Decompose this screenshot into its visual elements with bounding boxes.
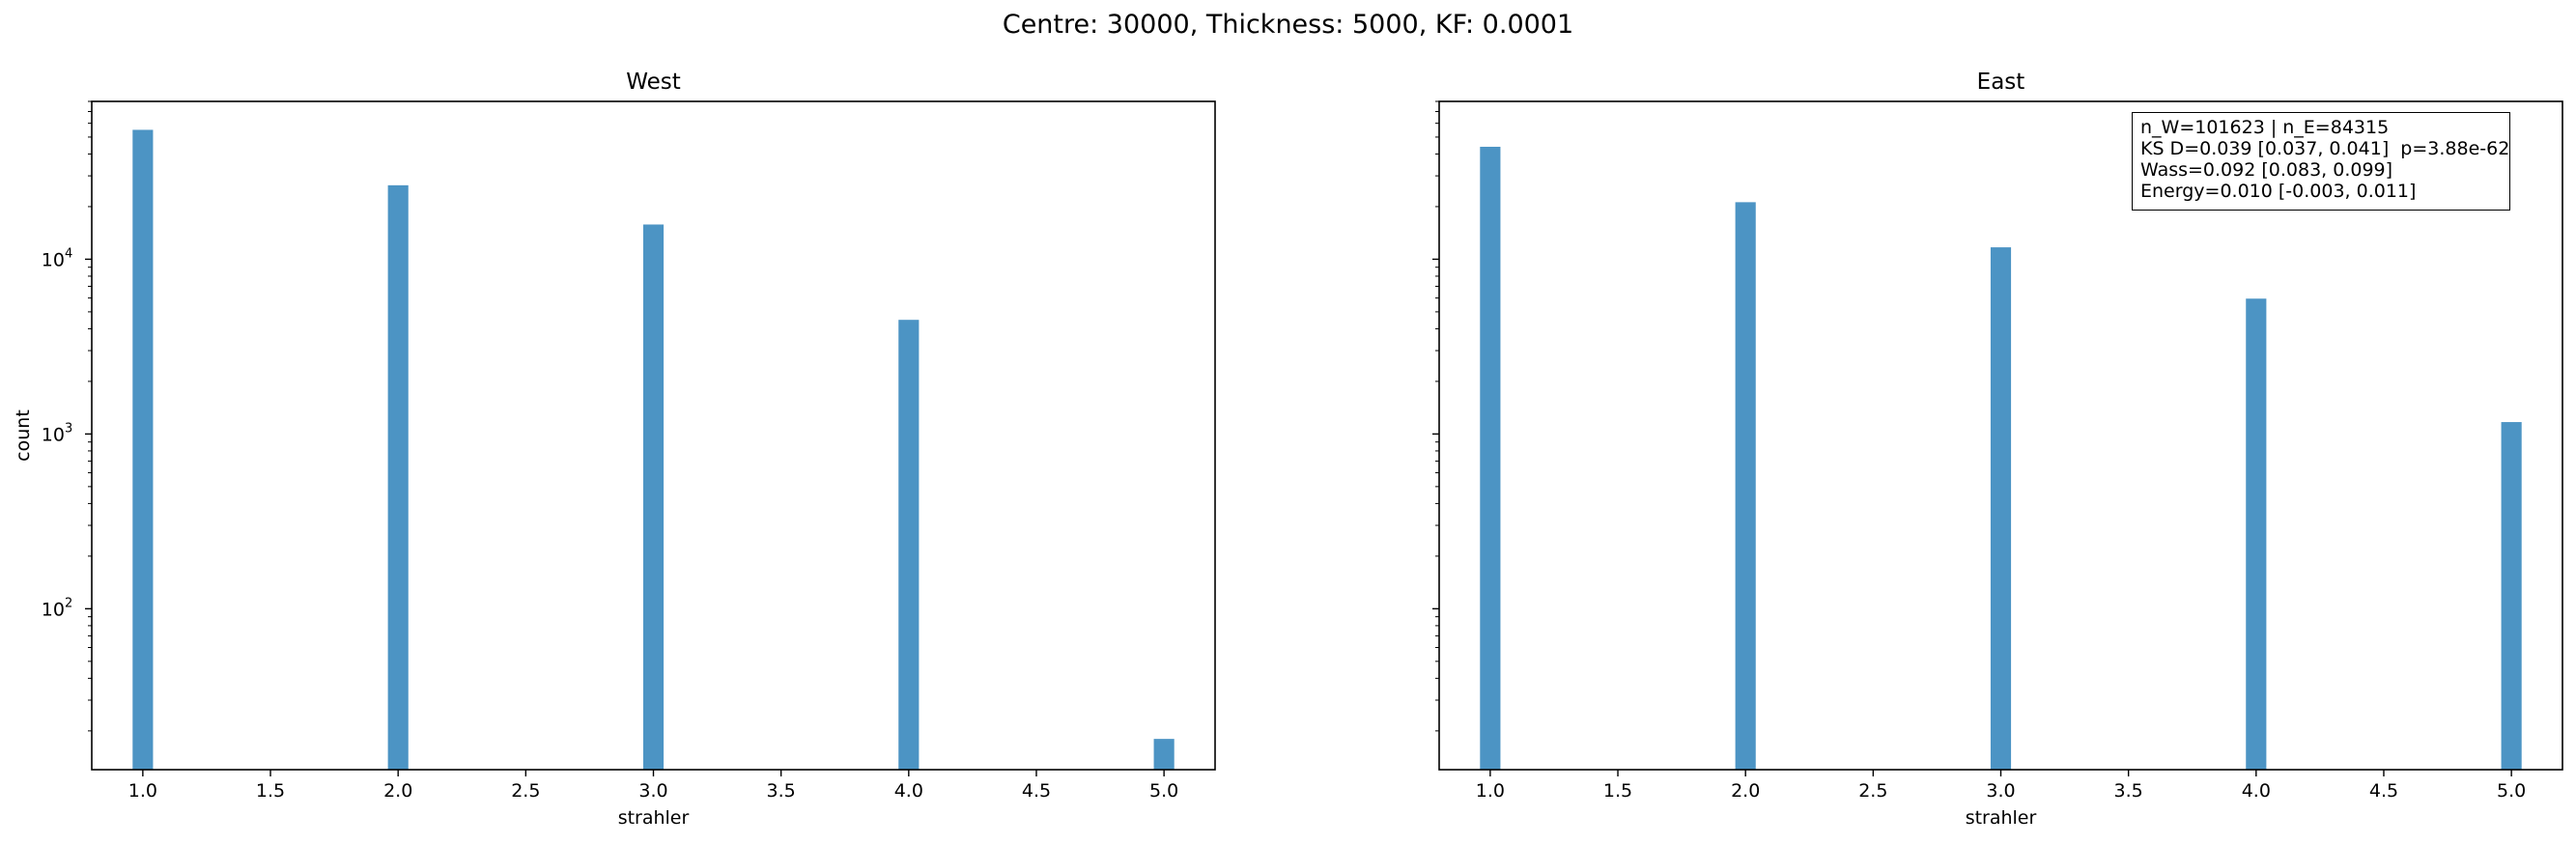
west-xtick-label: 1.0	[128, 780, 157, 802]
west-xtick-label: 1.5	[256, 780, 285, 802]
west-ylabel: count	[13, 409, 34, 462]
figure-suptitle: Centre: 30000, Thickness: 5000, KF: 0.00…	[1002, 10, 1574, 40]
west-xtick-label: 2.5	[511, 780, 540, 802]
east-xlabel: strahler	[1966, 807, 2037, 829]
west-xtick-label: 2.0	[383, 780, 412, 802]
east-bar-strahler-5	[2501, 422, 2522, 770]
east-xtick-label: 1.5	[1603, 780, 1632, 802]
east-bar-strahler-3	[1990, 247, 2012, 770]
stats-line-counts: n_W=101623 | n_E=84315	[2140, 117, 2390, 138]
east-xtick-label: 2.0	[1731, 780, 1760, 802]
west-xtick-label: 4.0	[894, 780, 923, 802]
east-xtick-label: 4.5	[2369, 780, 2398, 802]
east-axes: 1.0 1.5 2.0 2.5 3.0 3.5 4.0 4.5 5.0 East strahler	[1432, 70, 2563, 829]
west-bar-strahler-1	[132, 129, 154, 770]
west-bar-strahler-5	[1153, 739, 1175, 770]
west-ytick-label: 102	[42, 596, 72, 620]
stats-line-wass: Wass=0.092 [0.083, 0.099]	[2140, 159, 2393, 181]
east-bar-strahler-1	[1480, 146, 1501, 770]
west-axes: 1.0 1.5 2.0 2.5 3.0 3.5 4.0 4.5 5.0 102 103 104 West…	[13, 70, 1216, 829]
stats-line-ks: KS D=0.039 [0.037, 0.041] p=3.88e-62	[2140, 138, 2510, 159]
east-title: East	[1977, 70, 2025, 95]
east-xtick-label: 4.0	[2242, 780, 2271, 802]
west-bar-strahler-3	[642, 224, 665, 770]
east-xtick-label: 5.0	[2497, 780, 2526, 802]
west-xtick-label: 4.5	[1022, 780, 1051, 802]
west-bar-strahler-4	[898, 320, 920, 770]
west-ytick-label: 104	[42, 246, 72, 270]
east-bar-strahler-2	[1735, 202, 1756, 770]
west-xlabel: strahler	[618, 807, 690, 829]
east-xtick-label: 1.0	[1476, 780, 1505, 802]
stats-annotation-box: n_W=101623 | n_E=84315 KS D=0.039 [0.037…	[2132, 112, 2510, 211]
west-xtick-label: 5.0	[1149, 780, 1178, 802]
east-bar-strahler-4	[2246, 298, 2267, 770]
west-ytick-label: 103	[42, 421, 72, 445]
west-title: West	[626, 70, 681, 95]
west-bar-strahler-2	[387, 184, 409, 770]
stats-line-energy: Energy=0.010 [-0.003, 0.011]	[2140, 181, 2417, 202]
east-xtick-label: 2.5	[1858, 780, 1887, 802]
west-xtick-label: 3.5	[767, 780, 796, 802]
east-xtick-label: 3.0	[1986, 780, 2015, 802]
east-xtick-label: 3.5	[2114, 780, 2143, 802]
west-xtick-label: 3.0	[638, 780, 667, 802]
